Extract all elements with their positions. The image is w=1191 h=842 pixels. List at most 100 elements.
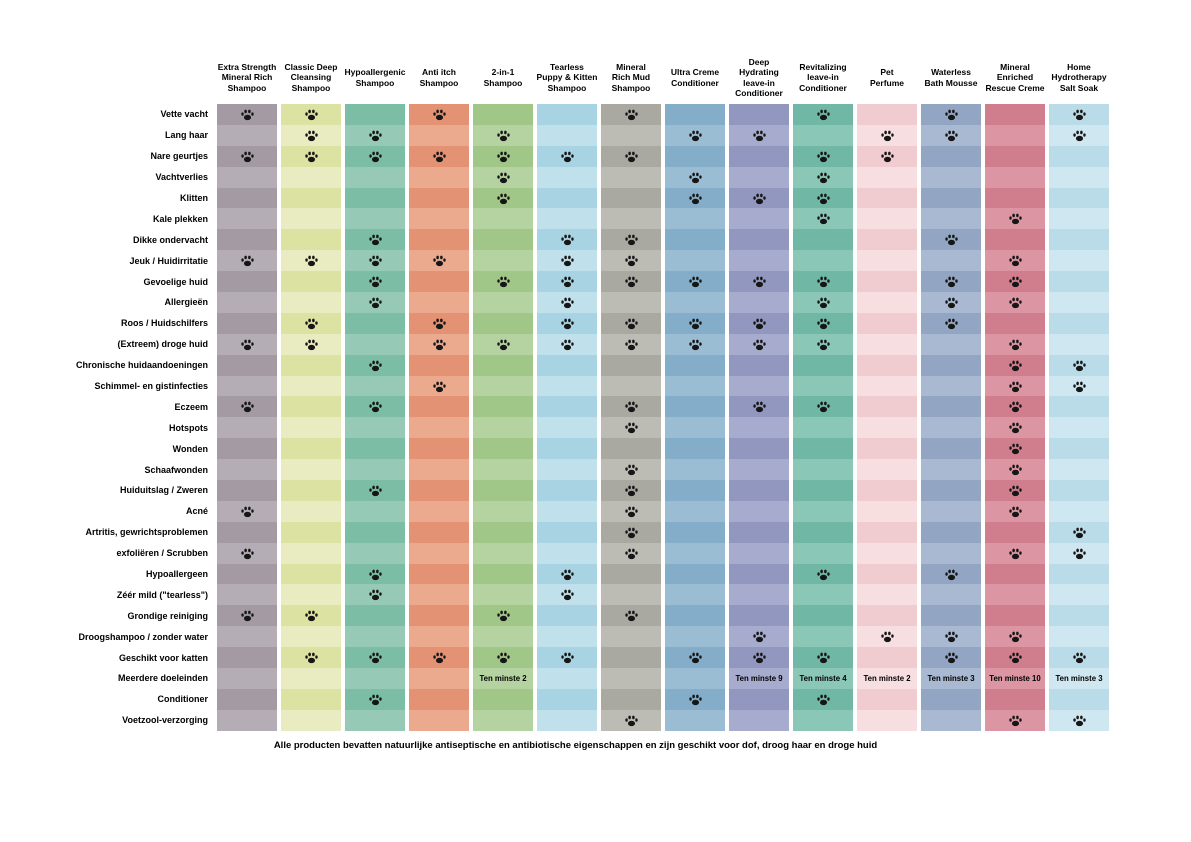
matrix-cell	[599, 584, 663, 606]
matrix-cell	[1047, 605, 1111, 627]
matrix-cell	[279, 500, 343, 522]
paw-print-icon	[624, 506, 638, 518]
paw-print-icon	[1008, 443, 1022, 455]
matrix-cell	[663, 229, 727, 251]
matrix-cell	[407, 292, 471, 313]
paw-print-icon	[944, 297, 958, 309]
matrix-cell	[727, 208, 791, 230]
paw-print-icon	[560, 276, 574, 288]
paw-print-icon	[240, 151, 254, 162]
matrix-cell	[279, 104, 343, 125]
matrix-cell	[983, 250, 1047, 272]
matrix-cell	[599, 480, 663, 501]
matrix-cell	[471, 187, 535, 209]
paw-print-icon	[624, 255, 638, 267]
row-label: Kale plekken	[152, 213, 208, 224]
row-label: Roos / Huidschilfers	[120, 318, 208, 329]
matrix-cell	[663, 187, 727, 209]
matrix-cell	[471, 124, 535, 146]
matrix-cell	[1047, 104, 1111, 125]
matrix-cell	[983, 438, 1047, 460]
paw-print-icon	[624, 715, 638, 726]
paw-print-icon	[624, 276, 638, 288]
matrix-cell	[855, 584, 919, 606]
matrix-cell	[727, 542, 791, 564]
matrix-cell	[215, 354, 279, 376]
paw-print-icon	[688, 193, 702, 204]
paw-print-icon	[1008, 548, 1022, 559]
paw-print-icon	[752, 318, 766, 330]
matrix-cell	[471, 333, 535, 355]
matrix-cell	[983, 500, 1047, 522]
column-header: Revitalizing leave-in Conditioner	[799, 62, 847, 93]
paw-print-icon	[624, 402, 638, 413]
matrix-cell	[599, 124, 663, 146]
matrix-cell	[727, 626, 791, 648]
matrix-cell	[215, 333, 279, 355]
matrix-cell	[791, 145, 855, 167]
paw-print-icon	[496, 276, 510, 288]
matrix-cell	[407, 333, 471, 355]
matrix-cell	[983, 688, 1047, 710]
matrix-cell	[343, 626, 407, 648]
matrix-cell	[535, 688, 599, 710]
matrix-cell	[407, 584, 471, 606]
matrix-cell	[791, 396, 855, 418]
multi-purpose-count: Ten minste 2	[855, 668, 919, 689]
matrix-cell	[343, 688, 407, 710]
row-label: Vette vacht	[160, 109, 208, 120]
paw-print-icon	[1008, 464, 1022, 476]
paw-print-icon	[368, 652, 382, 664]
matrix-cell	[791, 166, 855, 188]
column-header: Waterless Bath Mousse	[924, 67, 978, 88]
paw-print-icon	[1008, 255, 1022, 267]
matrix-cell	[279, 626, 343, 648]
matrix-cell	[791, 292, 855, 313]
matrix-cell	[407, 208, 471, 230]
matrix-cell	[1047, 292, 1111, 313]
column-header: Extra Strength Mineral Rich Shampoo	[217, 62, 277, 93]
row-label: Jeuk / Huidirritatie	[129, 255, 208, 266]
matrix-cell	[983, 521, 1047, 543]
paw-print-icon	[304, 652, 318, 664]
matrix-cell	[279, 271, 343, 293]
row-label: Huiduitslag / Zweren	[119, 485, 208, 496]
matrix-cell	[919, 459, 983, 481]
matrix-cell	[791, 104, 855, 125]
row-label: Conditioner	[157, 694, 209, 705]
matrix-cell	[1047, 542, 1111, 564]
paw-print-icon	[624, 485, 638, 497]
paw-print-icon	[816, 694, 830, 706]
matrix-cell	[663, 521, 727, 543]
matrix-cell	[215, 145, 279, 167]
paw-print-icon	[752, 631, 766, 643]
matrix-cell	[471, 688, 535, 710]
matrix-cell	[663, 250, 727, 272]
matrix-cell	[407, 688, 471, 710]
paw-print-icon	[624, 234, 638, 246]
matrix-cell	[919, 271, 983, 293]
paw-print-icon	[432, 339, 446, 350]
matrix-cell	[791, 709, 855, 731]
paw-print-icon	[816, 276, 830, 288]
matrix-cell	[343, 417, 407, 439]
matrix-cell	[983, 626, 1047, 648]
matrix-cell	[919, 417, 983, 439]
matrix-cell	[215, 542, 279, 564]
paw-print-icon	[816, 652, 830, 664]
row-label: Meerdere doeleinden	[117, 673, 208, 684]
matrix-cell	[471, 542, 535, 564]
matrix-cell	[535, 104, 599, 125]
matrix-cell	[215, 709, 279, 731]
matrix-cell	[1047, 500, 1111, 522]
paw-print-icon	[432, 151, 446, 162]
matrix-cell	[791, 208, 855, 230]
matrix-cell	[663, 166, 727, 188]
paw-print-icon	[880, 130, 894, 142]
matrix-cell	[343, 375, 407, 397]
multi-purpose-count: Ten minste 3	[919, 668, 983, 689]
column-header: 2-in-1 Shampoo	[483, 67, 523, 88]
matrix-cell	[791, 647, 855, 669]
row-label: Allergieën	[164, 297, 208, 308]
matrix-cell	[535, 396, 599, 418]
